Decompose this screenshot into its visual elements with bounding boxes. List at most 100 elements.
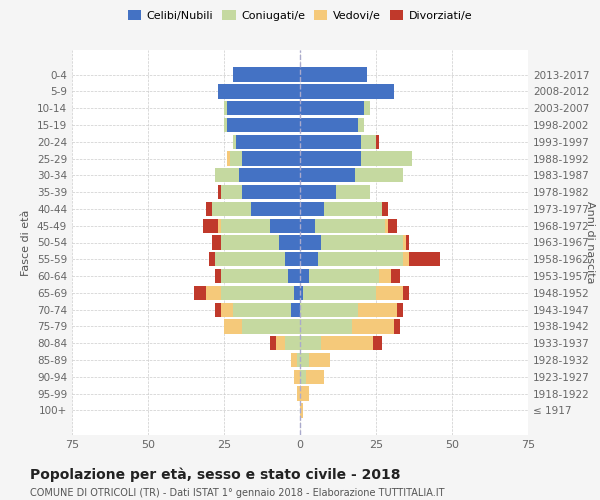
Legend: Celibi/Nubili, Coniugati/e, Vedovi/e, Divorziati/e: Celibi/Nubili, Coniugati/e, Vedovi/e, Di… bbox=[124, 6, 476, 25]
Bar bbox=[300, 320, 352, 334]
Bar bbox=[294, 286, 300, 300]
Bar bbox=[309, 269, 379, 283]
Bar bbox=[300, 286, 303, 300]
Bar bbox=[325, 202, 382, 216]
Bar bbox=[385, 218, 388, 233]
Bar bbox=[212, 236, 221, 250]
Bar bbox=[300, 218, 315, 233]
Bar bbox=[379, 269, 391, 283]
Bar bbox=[291, 353, 297, 367]
Bar bbox=[315, 218, 385, 233]
Bar bbox=[194, 286, 206, 300]
Bar bbox=[221, 269, 288, 283]
Y-axis label: Fasce di età: Fasce di età bbox=[22, 210, 31, 276]
Bar bbox=[285, 336, 300, 350]
Bar bbox=[233, 134, 236, 149]
Bar bbox=[358, 302, 397, 317]
Bar bbox=[269, 336, 275, 350]
Bar bbox=[209, 252, 215, 266]
Bar bbox=[300, 152, 361, 166]
Bar bbox=[297, 353, 300, 367]
Bar bbox=[355, 168, 403, 182]
Bar bbox=[227, 152, 230, 166]
Bar bbox=[230, 152, 242, 166]
Bar bbox=[397, 302, 403, 317]
Bar bbox=[382, 202, 388, 216]
Bar bbox=[300, 84, 394, 98]
Bar bbox=[394, 320, 400, 334]
Bar bbox=[242, 185, 300, 200]
Bar bbox=[300, 336, 321, 350]
Bar bbox=[300, 252, 318, 266]
Bar bbox=[300, 403, 303, 417]
Bar bbox=[279, 236, 300, 250]
Bar bbox=[224, 320, 242, 334]
Bar bbox=[215, 302, 221, 317]
Bar bbox=[242, 320, 300, 334]
Bar bbox=[358, 118, 364, 132]
Bar bbox=[294, 370, 300, 384]
Bar bbox=[352, 320, 394, 334]
Y-axis label: Anni di nascita: Anni di nascita bbox=[585, 201, 595, 284]
Bar bbox=[361, 134, 376, 149]
Bar bbox=[224, 118, 227, 132]
Bar bbox=[306, 370, 325, 384]
Bar bbox=[300, 118, 358, 132]
Bar bbox=[233, 302, 291, 317]
Bar bbox=[403, 236, 406, 250]
Bar bbox=[221, 218, 269, 233]
Bar bbox=[361, 152, 412, 166]
Bar bbox=[206, 202, 212, 216]
Bar bbox=[251, 202, 300, 216]
Bar bbox=[288, 269, 300, 283]
Bar bbox=[242, 152, 300, 166]
Bar bbox=[373, 336, 382, 350]
Bar bbox=[227, 118, 300, 132]
Bar bbox=[215, 252, 285, 266]
Bar bbox=[300, 269, 309, 283]
Bar bbox=[403, 286, 409, 300]
Bar bbox=[376, 286, 403, 300]
Bar bbox=[221, 185, 242, 200]
Bar bbox=[318, 252, 403, 266]
Bar bbox=[300, 370, 306, 384]
Bar bbox=[364, 101, 370, 116]
Bar bbox=[275, 336, 285, 350]
Bar bbox=[376, 134, 379, 149]
Bar bbox=[403, 252, 409, 266]
Bar bbox=[409, 252, 440, 266]
Bar bbox=[300, 236, 321, 250]
Text: COMUNE DI OTRICOLI (TR) - Dati ISTAT 1° gennaio 2018 - Elaborazione TUTTITALIA.I: COMUNE DI OTRICOLI (TR) - Dati ISTAT 1° … bbox=[30, 488, 445, 498]
Bar bbox=[233, 68, 300, 82]
Bar bbox=[321, 336, 373, 350]
Bar bbox=[309, 353, 331, 367]
Bar bbox=[215, 168, 239, 182]
Bar bbox=[203, 218, 218, 233]
Bar bbox=[300, 302, 358, 317]
Bar bbox=[300, 168, 355, 182]
Bar bbox=[337, 185, 370, 200]
Bar bbox=[221, 236, 279, 250]
Bar bbox=[227, 101, 300, 116]
Bar bbox=[291, 302, 300, 317]
Bar bbox=[212, 202, 251, 216]
Bar bbox=[239, 168, 300, 182]
Bar bbox=[303, 286, 376, 300]
Bar bbox=[224, 101, 227, 116]
Bar bbox=[300, 386, 309, 400]
Bar bbox=[388, 218, 397, 233]
Bar bbox=[206, 286, 221, 300]
Bar bbox=[218, 84, 300, 98]
Bar bbox=[391, 269, 400, 283]
Bar bbox=[218, 185, 221, 200]
Bar bbox=[406, 236, 409, 250]
Bar bbox=[300, 101, 364, 116]
Bar bbox=[236, 134, 300, 149]
Bar bbox=[221, 286, 294, 300]
Bar bbox=[218, 218, 221, 233]
Bar bbox=[300, 134, 361, 149]
Bar bbox=[297, 386, 300, 400]
Bar bbox=[285, 252, 300, 266]
Bar bbox=[269, 218, 300, 233]
Bar bbox=[300, 353, 309, 367]
